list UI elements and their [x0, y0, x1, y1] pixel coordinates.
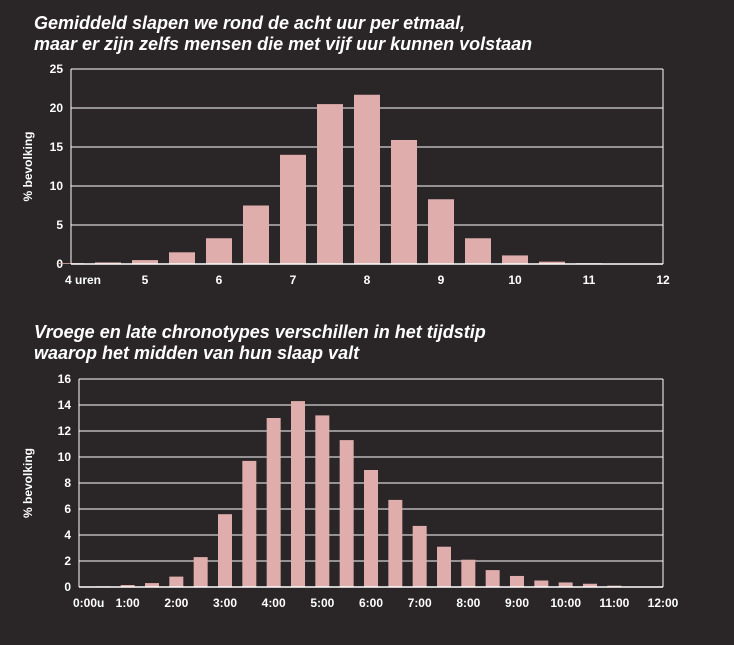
chart2-y-axis-label: % bevolking	[21, 448, 35, 518]
chart2-y-tick-label: 12	[58, 424, 72, 438]
chart1-bar	[169, 252, 195, 264]
chart2-y-tick-label: 0	[64, 580, 71, 594]
chart1-x-tick-label: 6	[216, 273, 223, 287]
chart2-y-tick-label: 16	[58, 372, 72, 386]
chart1-y-tick-label: 20	[50, 101, 64, 115]
chart2-bar	[145, 583, 159, 587]
chart1-x-tick-label: 7	[290, 273, 297, 287]
chart1-bar	[206, 238, 232, 264]
chart1-x-tick-label: 4 uren	[65, 273, 101, 287]
chart2-bar	[388, 499, 403, 587]
chart2-bar	[364, 470, 378, 587]
chart2-bar	[437, 546, 451, 587]
chart1-title: Gemiddeld slapen we rond de acht uur per…	[34, 13, 532, 55]
chart1-y-tick-label: 25	[50, 62, 64, 76]
chart2-x-tick-label: 4:00	[262, 596, 286, 610]
chart2-bar	[558, 582, 573, 587]
chart1-x-tick-label: 12	[656, 273, 670, 287]
chart1-bar	[280, 154, 306, 264]
chart2-bar	[583, 583, 597, 587]
chart1-bar	[95, 262, 121, 264]
chart1-bar	[502, 255, 528, 264]
chart1-bar	[354, 94, 380, 265]
chart1-bar	[132, 260, 158, 264]
chart2-x-tick-label: 1:00	[116, 596, 140, 610]
chart1-title-line1: Gemiddeld slapen we rond de acht uur per…	[34, 13, 466, 33]
chart2-title-line1: Vroege en late chronotypes verschillen i…	[34, 322, 486, 342]
chart2-x-tick-label: 2:00	[164, 596, 188, 610]
chart1-bar	[243, 205, 269, 264]
chart1-x-tick-label: 8	[364, 273, 371, 287]
chart2-y-tick-label: 10	[58, 450, 72, 464]
chart1-y-axis-label: % bevolking	[21, 131, 35, 201]
chart2-y-tick-label: 8	[64, 476, 71, 490]
chart2-y-tick-label: 2	[64, 554, 71, 568]
chart1-y-tick-label: 5	[56, 218, 63, 232]
chart2-bar	[510, 575, 524, 587]
chart1-title-line2: maar er zijn zelfs mensen die met vijf u…	[34, 34, 533, 54]
chart2-title: Vroege en late chronotypes verschillen i…	[34, 322, 486, 364]
chart2-x-tick-label: 6:00	[359, 596, 383, 610]
chart2-bar	[485, 570, 500, 587]
chart2-x-tick-label: 0:00u	[73, 596, 104, 610]
chart2-bar	[534, 580, 549, 587]
chart2-x-tick-label: 10:00	[550, 596, 581, 610]
chart2-bar	[218, 514, 232, 587]
chart2-x-tick-label: 11:00	[599, 596, 629, 610]
chart1-y-tick-label: 15	[50, 140, 64, 154]
chart1-x-tick-label: 11	[583, 273, 596, 287]
chart1-y-tick-label: 10	[50, 179, 64, 193]
chart2-bar	[412, 525, 427, 587]
chart2-x-tick-label: 8:00	[456, 596, 480, 610]
chart2-bar	[242, 460, 257, 587]
chart1-x-tick-label: 5	[142, 273, 149, 287]
chart2-bar	[266, 418, 281, 587]
chart2-y-tick-label: 6	[64, 502, 71, 516]
chart1-bar	[539, 261, 565, 264]
chart2-x-tick-label: 9:00	[505, 596, 529, 610]
chart2-x-tick-label: 3:00	[213, 596, 237, 610]
chart2-x-tick-label: 12:00	[648, 596, 679, 610]
chart2-bar	[169, 576, 184, 587]
chart2-bar	[193, 557, 208, 587]
chart2-bar	[461, 559, 476, 587]
chart2-bar	[315, 415, 330, 587]
chart2-title-line2: waarop het midden van hun slaap valt	[34, 343, 360, 363]
chart2-bar	[339, 440, 354, 587]
chart2-y-tick-label: 4	[64, 528, 71, 542]
chart2-bar	[291, 401, 305, 587]
chart2-y-tick-label: 14	[58, 398, 72, 412]
chart1-bar	[428, 199, 454, 264]
chart2-bar	[120, 585, 135, 587]
chart1-x-tick-label: 9	[438, 273, 445, 287]
chart1-bar	[465, 238, 491, 264]
chart1-x-tick-label: 10	[508, 273, 522, 287]
chart1-bar	[317, 104, 343, 264]
chart1-bar	[391, 139, 417, 264]
chart2-x-tick-label: 5:00	[310, 596, 334, 610]
chart2-x-tick-label: 7:00	[408, 596, 432, 610]
